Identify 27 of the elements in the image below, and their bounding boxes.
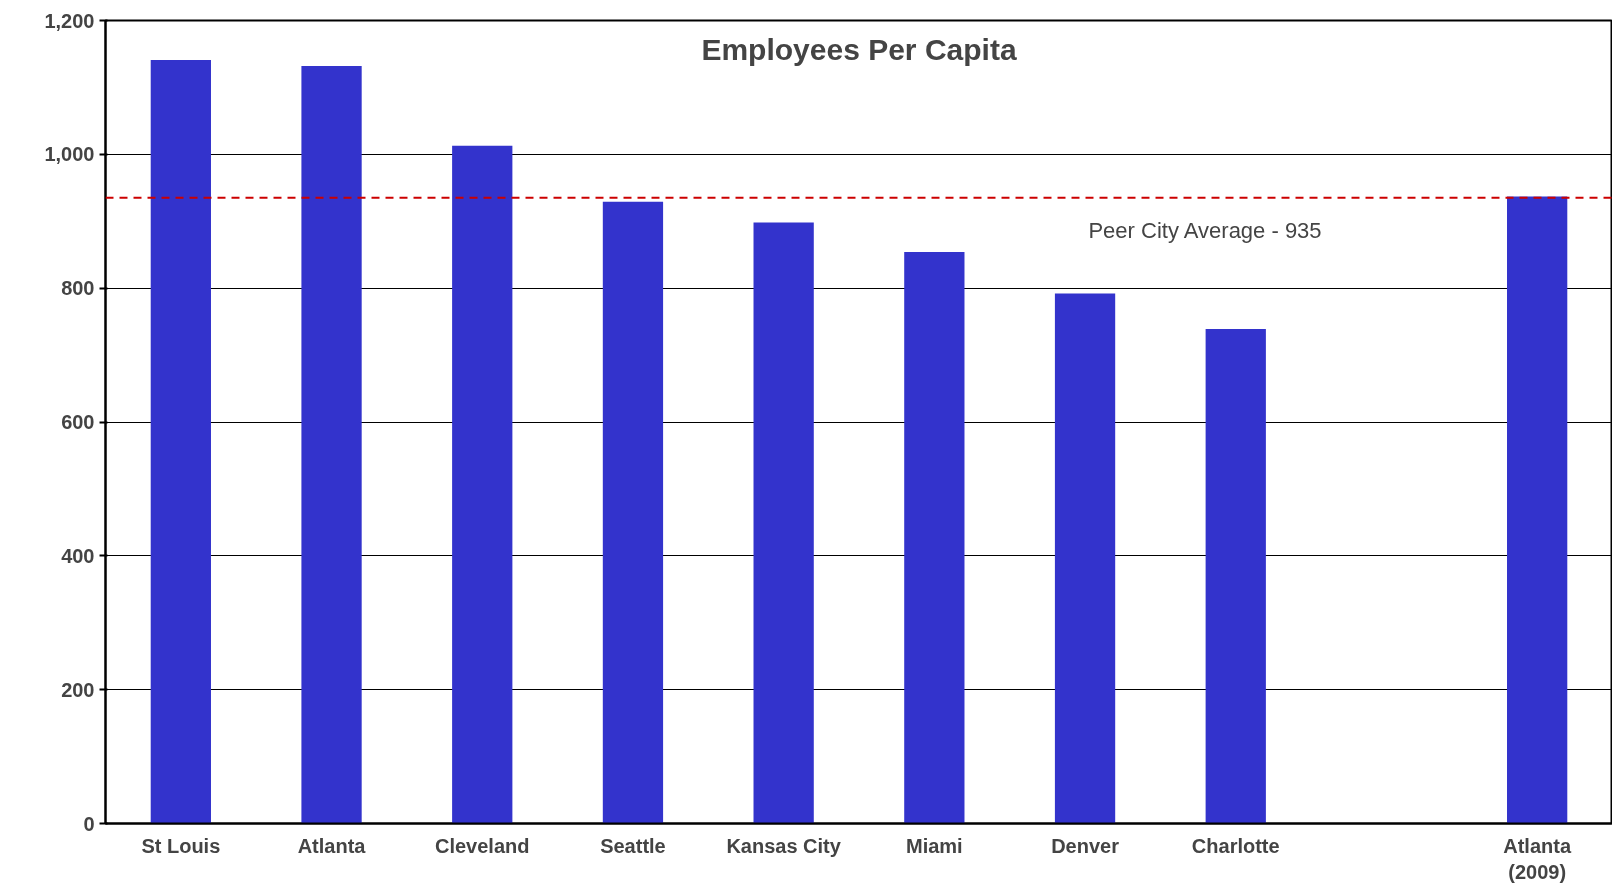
x-tick-label: Charlotte xyxy=(1191,834,1280,857)
y-tick-label: 1,000 xyxy=(44,143,95,166)
bar xyxy=(150,59,211,824)
bar xyxy=(1205,328,1266,824)
bar xyxy=(1507,196,1568,824)
x-tick-label: Denver xyxy=(1051,834,1120,857)
x-tick-label: Atlanta (2009) xyxy=(1503,834,1572,883)
y-tick-label: 400 xyxy=(61,544,95,567)
x-tick-label: Atlanta xyxy=(297,834,367,857)
bar xyxy=(1054,293,1116,824)
bar xyxy=(904,252,965,824)
y-tick-label: 1,200 xyxy=(44,9,95,32)
y-tick-label: 0 xyxy=(83,812,95,835)
y-tick-label: 200 xyxy=(61,678,95,701)
x-tick-label: Kansas City xyxy=(726,834,842,857)
x-tick-label: St Louis xyxy=(141,834,221,857)
bar xyxy=(452,145,513,824)
bar xyxy=(602,201,664,824)
x-tick-label: Cleveland xyxy=(435,834,530,857)
bar xyxy=(301,66,362,824)
bar xyxy=(753,222,814,824)
chart-title: Employees Per Capita xyxy=(701,32,1017,66)
ref-line-label: Peer City Average - 935 xyxy=(1088,217,1322,243)
y-tick-label: 600 xyxy=(61,411,95,433)
y-tick-label: 800 xyxy=(61,277,95,300)
x-tick-label: Seattle xyxy=(600,834,666,857)
x-tick-label: Miami xyxy=(906,834,963,857)
